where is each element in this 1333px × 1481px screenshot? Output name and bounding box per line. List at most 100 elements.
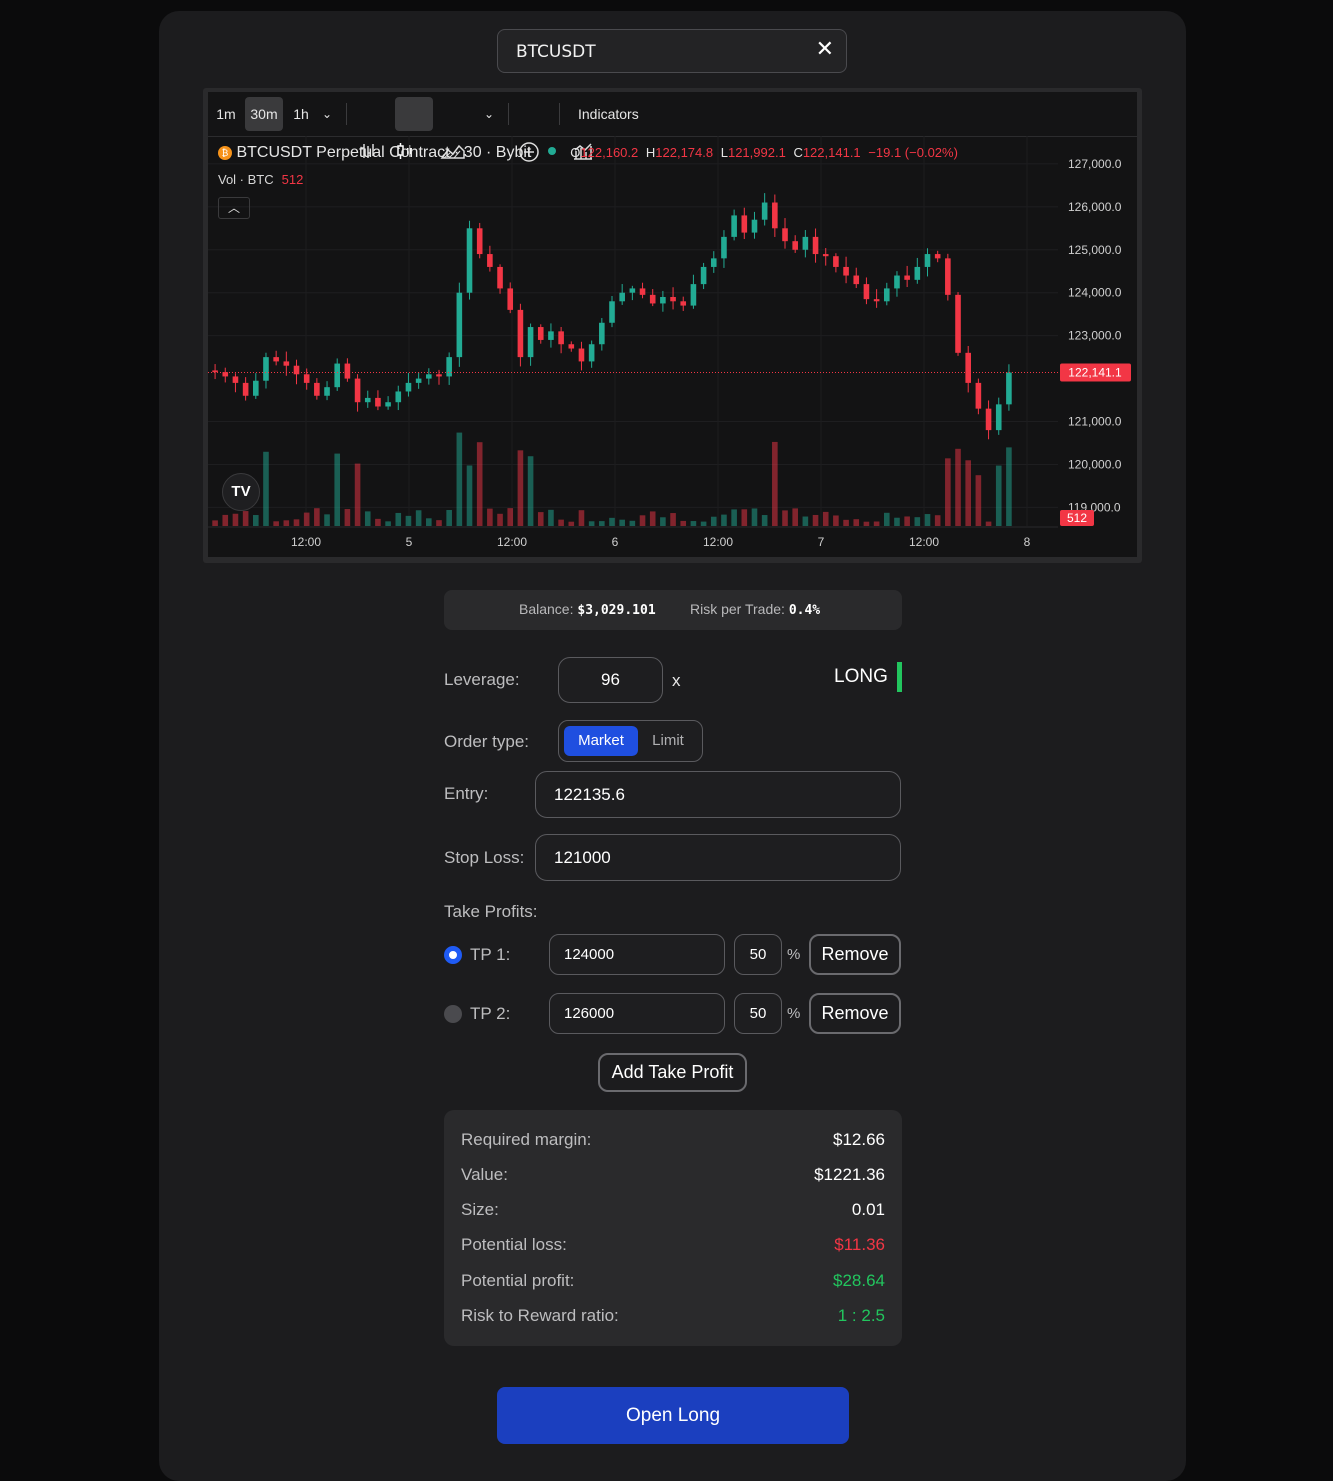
candle-body xyxy=(456,292,463,358)
candle-body xyxy=(863,284,870,300)
candle-body xyxy=(731,215,737,237)
candle-body xyxy=(802,236,809,250)
volume-bar xyxy=(873,521,880,526)
candle-body xyxy=(314,382,320,396)
leverage-input[interactable]: 96 xyxy=(558,657,663,703)
candle-body xyxy=(1006,372,1012,405)
candle-body xyxy=(588,344,595,362)
candle-body xyxy=(263,357,269,381)
collapse-legend-button[interactable]: ︿ xyxy=(218,197,250,219)
entry-input[interactable]: 122135.6 xyxy=(535,771,901,818)
tp1-price-input[interactable]: 124000 xyxy=(549,934,725,975)
area-chart-icon[interactable] xyxy=(440,97,470,159)
candle-body xyxy=(955,294,961,353)
volume-bar xyxy=(660,517,666,526)
summary-row: Size: 0.01 xyxy=(461,1200,885,1224)
volume-bar xyxy=(894,517,900,526)
risk-label: Risk per Trade: xyxy=(690,601,785,617)
stop-loss-input[interactable]: 121000 xyxy=(535,834,901,881)
candle-body xyxy=(833,256,839,267)
tp1-radio[interactable] xyxy=(444,946,462,964)
order-type-limit[interactable]: Limit xyxy=(652,732,684,749)
interval-1m[interactable]: 1m xyxy=(216,106,236,122)
stop-loss-label: Stop Loss: xyxy=(444,848,525,867)
tp2-percent-unit: % xyxy=(787,1005,801,1022)
tp1-percent-input[interactable]: 50 xyxy=(734,934,782,975)
value-label: Value: xyxy=(461,1165,508,1184)
candle-body xyxy=(364,397,371,403)
tradingview-logo[interactable]: TV xyxy=(222,473,260,511)
required-margin-value: $12.66 xyxy=(833,1130,885,1149)
volume-bar xyxy=(700,521,707,526)
close-icon[interactable]: ✕ xyxy=(815,37,834,62)
candle-body xyxy=(822,254,829,257)
volume-bar xyxy=(334,453,341,526)
candle-body xyxy=(629,288,636,293)
candle-body xyxy=(293,365,300,375)
x-tick-label: 6 xyxy=(612,535,619,549)
candle-chart-icon[interactable] xyxy=(395,97,433,159)
candle-body xyxy=(426,374,432,379)
size-label: Size: xyxy=(461,1200,499,1219)
candle-body xyxy=(985,408,992,431)
volume-bar xyxy=(293,519,300,526)
tp1-remove-button[interactable]: Remove xyxy=(809,934,901,975)
last-volume-label: 512 xyxy=(1067,511,1087,525)
candle-body xyxy=(415,378,422,383)
tp2-price-input[interactable]: 126000 xyxy=(549,993,725,1034)
volume-bar xyxy=(792,508,798,526)
volume-bar xyxy=(568,521,575,526)
volume-bar xyxy=(527,456,534,526)
volume-bar xyxy=(721,514,727,526)
volume-bar xyxy=(212,520,218,526)
potential-profit-value: $28.64 xyxy=(833,1271,885,1290)
interval-1h[interactable]: 1h xyxy=(293,106,309,122)
price-chart[interactable]: 1m 30m 1h ⌄ ⌄ Indicators 127,000.0 126,00… xyxy=(208,92,1137,557)
volume-bar xyxy=(273,521,279,526)
tp2-percent-input[interactable]: 50 xyxy=(734,993,782,1034)
volume-bar xyxy=(426,518,432,526)
volume-bar xyxy=(985,521,992,526)
tp2-remove-button[interactable]: Remove xyxy=(809,993,901,1034)
candle-body xyxy=(599,322,605,345)
order-summary: Required margin: $12.66 Value: $1221.36 Si… xyxy=(444,1110,902,1346)
candle-body xyxy=(578,348,585,362)
candle-body xyxy=(975,382,982,409)
volume-bar xyxy=(558,519,564,526)
candle-body xyxy=(385,402,391,407)
volume-bar xyxy=(883,512,890,526)
candle-body xyxy=(222,372,229,377)
bar-chart-icon[interactable] xyxy=(358,97,386,158)
indicators-button[interactable]: Indicators xyxy=(572,97,682,160)
candle-body xyxy=(945,258,951,295)
candle-body xyxy=(721,236,727,259)
balance-bar: Balance: $3,029.101 Risk per Trade: 0.4% xyxy=(444,590,902,630)
x-tick-label: 8 xyxy=(1024,535,1031,549)
chevron-down-icon[interactable]: ⌄ xyxy=(321,107,333,121)
volume-bar xyxy=(537,512,544,526)
candle-body xyxy=(324,387,330,396)
volume-bar xyxy=(833,515,839,526)
high-label: H xyxy=(645,145,656,160)
candle-body xyxy=(924,254,931,267)
chevron-down-icon[interactable]: ⌄ xyxy=(483,107,495,121)
symbol-input[interactable]: BTCUSDT ✕ xyxy=(497,29,847,73)
order-type-market[interactable]: Market xyxy=(564,726,638,756)
risk-reward-label: Risk to Reward ratio: xyxy=(461,1306,619,1325)
chart-canvas[interactable]: 127,000.0 126,000.0 125,000.0 124,000.0 123,… xyxy=(208,136,1137,557)
symbol-value[interactable]: BTCUSDT xyxy=(516,42,596,62)
volume-bar xyxy=(364,511,371,526)
take-profits-label: Take Profits: xyxy=(444,902,538,921)
candle-body xyxy=(782,228,788,242)
candle-body xyxy=(965,352,972,383)
candle-body xyxy=(670,297,676,302)
open-long-button[interactable]: Open Long xyxy=(497,1387,849,1444)
add-compare-icon[interactable] xyxy=(518,97,548,162)
candle-body xyxy=(436,374,442,377)
add-take-profit-button[interactable]: Add Take Profit xyxy=(598,1053,747,1092)
interval-30m[interactable]: 30m xyxy=(245,97,283,131)
volume-bar xyxy=(904,516,910,526)
candle-body xyxy=(212,370,218,373)
tp2-radio[interactable] xyxy=(444,1005,462,1023)
candle-body xyxy=(568,344,575,349)
